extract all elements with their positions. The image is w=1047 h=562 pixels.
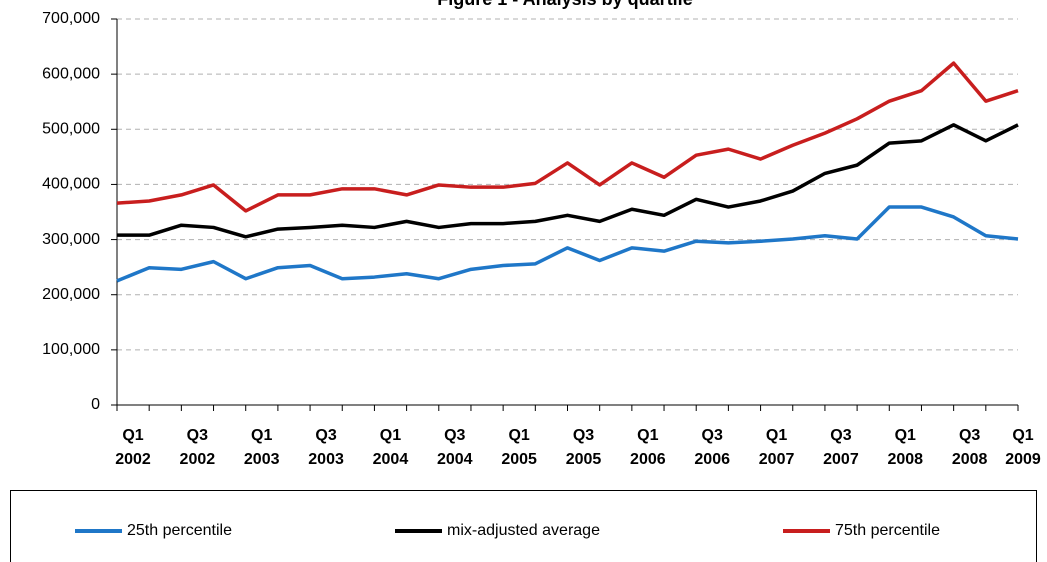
y-tick-label: 400,000 xyxy=(42,176,100,193)
x-tick-label: Q1 2008 xyxy=(887,427,924,468)
legend-label: 25th percentile xyxy=(127,522,232,539)
x-tick-label: Q3 2007 xyxy=(823,427,859,468)
x-tick-label: Q3 2006 xyxy=(694,427,730,468)
x-tick-label: Q1 2006 xyxy=(630,427,666,468)
x-tick-label: Q1 2005 xyxy=(501,427,537,468)
x-tick-label: Q1 2007 xyxy=(758,427,795,468)
y-tick-label: 500,000 xyxy=(42,121,100,138)
x-tick-label: Q1 2002 xyxy=(115,427,151,468)
y-tick-label: 200,000 xyxy=(42,286,100,303)
x-tick-label: Q1 2003 xyxy=(243,427,280,468)
x-tick-label: Q1 2009 xyxy=(1005,427,1041,468)
series-line xyxy=(116,61,1019,213)
y-tick-label: 700,000 xyxy=(42,10,100,27)
x-tick-label: Q3 2008 xyxy=(951,427,988,468)
x-tick-label: Q3 2002 xyxy=(179,427,216,468)
y-tick-label: 300,000 xyxy=(42,231,100,248)
legend-box xyxy=(10,490,1037,562)
legend-label: 75th percentile xyxy=(835,522,940,539)
series-line xyxy=(116,205,1019,283)
series-line xyxy=(117,123,1019,239)
x-tick-label: Q3 2004 xyxy=(436,427,473,468)
legend-label: mix-adjusted average xyxy=(447,522,600,539)
x-tick-label: Q1 2004 xyxy=(372,427,409,468)
x-tick-label: Q3 2003 xyxy=(308,427,344,468)
y-tick-label: 100,000 xyxy=(42,341,100,358)
y-tick-label: 600,000 xyxy=(42,65,100,82)
chart-title: Figure 1 - Analysis by quartile xyxy=(437,0,692,9)
y-tick-label: 0 xyxy=(91,396,100,413)
x-tick-label: Q3 2005 xyxy=(565,427,602,468)
